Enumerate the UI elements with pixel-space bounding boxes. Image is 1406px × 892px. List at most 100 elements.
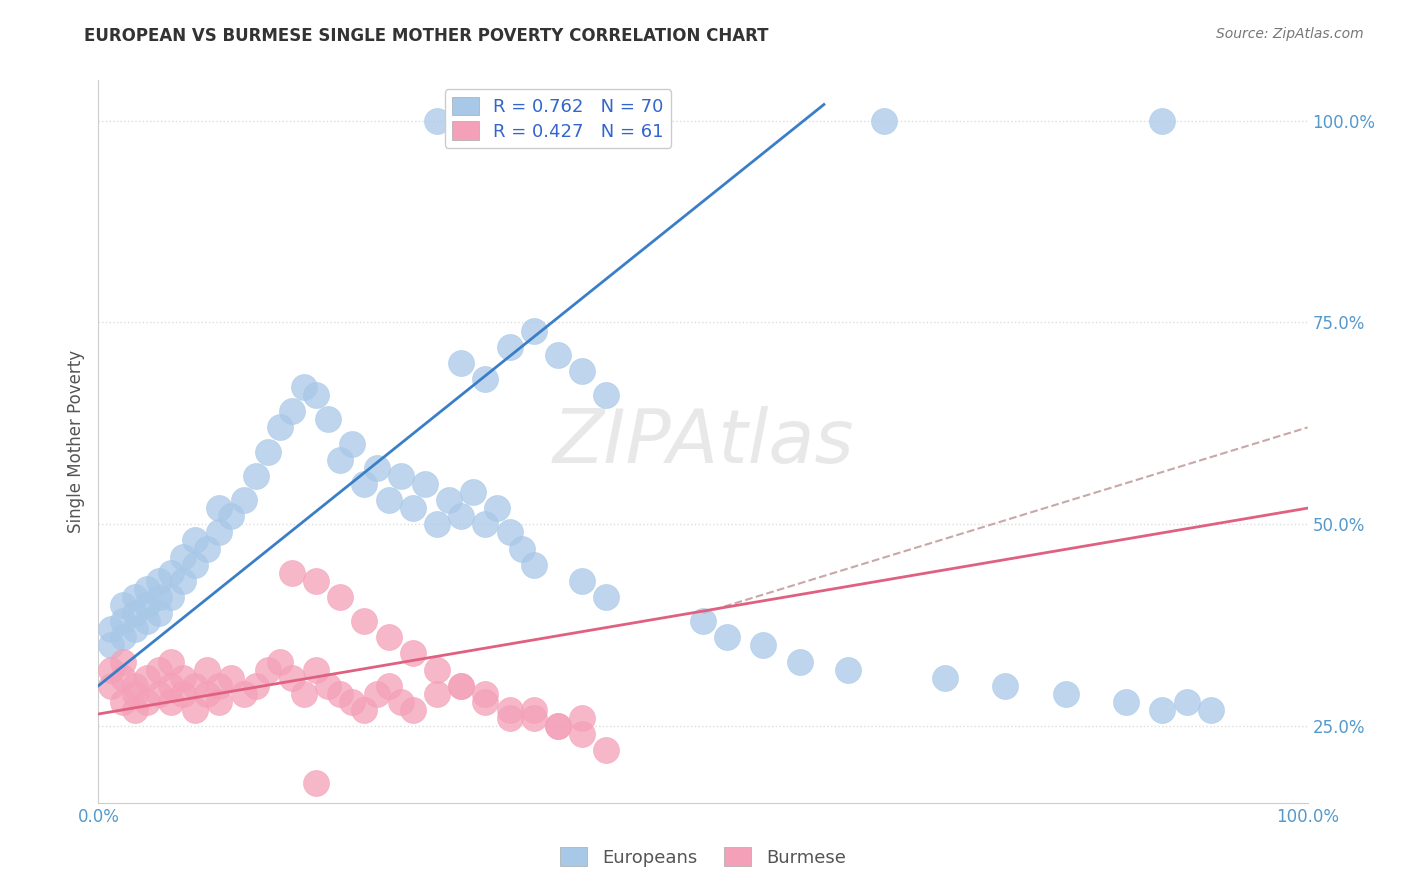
- Point: [124, 590, 146, 604]
- Point: [184, 558, 207, 572]
- Point: [498, 703, 520, 717]
- Point: [305, 388, 328, 402]
- Point: [934, 671, 956, 685]
- Point: [111, 655, 134, 669]
- Point: [498, 711, 520, 725]
- Point: [353, 477, 375, 491]
- Point: [342, 436, 364, 450]
- Point: [160, 679, 183, 693]
- Point: [789, 655, 811, 669]
- Point: [124, 622, 146, 636]
- Point: [474, 695, 496, 709]
- Text: ZIPAtlas: ZIPAtlas: [553, 406, 853, 477]
- Point: [184, 703, 207, 717]
- Point: [305, 775, 328, 789]
- Legend: Europeans, Burmese: Europeans, Burmese: [553, 840, 853, 874]
- Point: [450, 509, 472, 524]
- Point: [413, 477, 436, 491]
- Point: [100, 622, 122, 636]
- Point: [523, 711, 546, 725]
- Point: [281, 671, 304, 685]
- Text: Source: ZipAtlas.com: Source: ZipAtlas.com: [1216, 27, 1364, 41]
- Point: [195, 541, 218, 556]
- Point: [571, 113, 593, 128]
- Point: [221, 509, 243, 524]
- Point: [547, 348, 569, 362]
- Point: [184, 679, 207, 693]
- Point: [292, 687, 315, 701]
- Point: [389, 468, 412, 483]
- Point: [208, 695, 231, 709]
- Point: [100, 663, 122, 677]
- Point: [571, 727, 593, 741]
- Point: [256, 663, 278, 677]
- Point: [160, 695, 183, 709]
- Point: [135, 598, 157, 612]
- Point: [474, 517, 496, 532]
- Point: [426, 687, 449, 701]
- Point: [245, 679, 267, 693]
- Point: [208, 679, 231, 693]
- Point: [402, 501, 425, 516]
- Point: [316, 412, 339, 426]
- Point: [111, 671, 134, 685]
- Point: [1175, 695, 1198, 709]
- Point: [366, 460, 388, 475]
- Point: [377, 630, 399, 644]
- Point: [450, 113, 472, 128]
- Point: [377, 679, 399, 693]
- Point: [111, 614, 134, 628]
- Point: [135, 614, 157, 628]
- Point: [426, 517, 449, 532]
- Point: [463, 485, 485, 500]
- Point: [450, 679, 472, 693]
- Point: [1115, 695, 1137, 709]
- Point: [474, 687, 496, 701]
- Point: [160, 655, 183, 669]
- Point: [281, 566, 304, 580]
- Point: [994, 679, 1017, 693]
- Point: [148, 574, 170, 588]
- Point: [486, 113, 509, 128]
- Point: [510, 541, 533, 556]
- Point: [1152, 113, 1174, 128]
- Point: [124, 679, 146, 693]
- Point: [389, 695, 412, 709]
- Point: [148, 606, 170, 620]
- Point: [172, 687, 194, 701]
- Point: [100, 679, 122, 693]
- Point: [342, 695, 364, 709]
- Point: [281, 404, 304, 418]
- Point: [498, 340, 520, 354]
- Point: [571, 364, 593, 378]
- Point: [692, 614, 714, 628]
- Point: [1152, 703, 1174, 717]
- Point: [195, 687, 218, 701]
- Point: [160, 566, 183, 580]
- Point: [172, 574, 194, 588]
- Point: [111, 598, 134, 612]
- Point: [172, 549, 194, 564]
- Point: [195, 663, 218, 677]
- Point: [474, 372, 496, 386]
- Point: [100, 639, 122, 653]
- Point: [595, 113, 617, 128]
- Point: [523, 703, 546, 717]
- Point: [329, 590, 352, 604]
- Point: [366, 687, 388, 701]
- Point: [160, 590, 183, 604]
- Point: [716, 630, 738, 644]
- Point: [256, 444, 278, 458]
- Y-axis label: Single Mother Poverty: Single Mother Poverty: [66, 350, 84, 533]
- Point: [305, 663, 328, 677]
- Point: [1054, 687, 1077, 701]
- Point: [124, 703, 146, 717]
- Point: [571, 711, 593, 725]
- Point: [547, 719, 569, 733]
- Point: [353, 703, 375, 717]
- Point: [571, 574, 593, 588]
- Point: [124, 606, 146, 620]
- Point: [437, 493, 460, 508]
- Point: [426, 663, 449, 677]
- Point: [353, 614, 375, 628]
